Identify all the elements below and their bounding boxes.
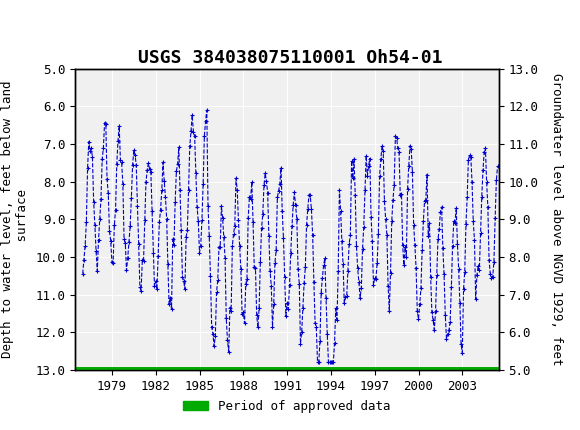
Y-axis label: Groundwater level above NGVD 1929, feet: Groundwater level above NGVD 1929, feet xyxy=(550,73,563,366)
Text: USGS 384038075110001 Oh54-01: USGS 384038075110001 Oh54-01 xyxy=(138,49,442,67)
Text: ≡USGS: ≡USGS xyxy=(12,16,70,35)
Y-axis label: Depth to water level, feet below land
 surface: Depth to water level, feet below land su… xyxy=(1,80,29,358)
Legend: Period of approved data: Period of approved data xyxy=(179,395,396,418)
